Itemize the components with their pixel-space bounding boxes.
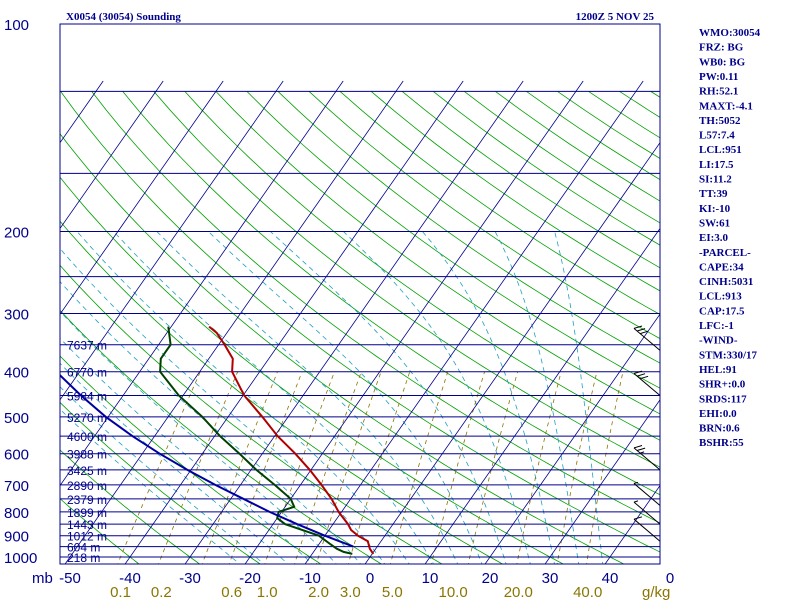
temperature-tick-label: 40: [602, 570, 619, 587]
pressure-tick-label: 100: [4, 17, 29, 34]
height-label: 3988 m: [67, 448, 107, 462]
sounding-index: RH:52.1: [699, 86, 738, 98]
sounding-index: SI:11.2: [699, 174, 732, 186]
temperature-tick-label: 20: [482, 570, 499, 587]
mixing-ratio-tick-label: 40.0: [573, 584, 602, 600]
mixing-ratio-tick-label: 0.2: [151, 584, 172, 600]
sounding-index: BSHR:55: [699, 437, 744, 449]
sounding-index: LCL:913: [699, 291, 742, 303]
mixing-ratio-tick-label: 20.0: [504, 584, 533, 600]
pressure-tick-label: 200: [4, 225, 29, 242]
mixing-ratio-tick-label: 0.6: [221, 584, 242, 600]
temperature-tick-label: 30: [542, 570, 559, 587]
mixing-ratio-tick-label: 5.0: [382, 584, 403, 600]
sounding-index: KI:-10: [699, 203, 731, 215]
station-title: X0054 (30054) Sounding: [66, 11, 181, 23]
sounding-index: SHR+:0.0: [699, 379, 746, 391]
sounding-index: STM:330/17: [699, 349, 758, 361]
pressure-tick-label: 800: [4, 505, 29, 522]
height-label: 7637 m: [67, 339, 107, 353]
height-label: 5984 m: [67, 390, 107, 404]
sounding-index: EI:3.0: [699, 232, 729, 244]
temperature-tick-label: -50: [59, 570, 81, 587]
pressure-tick-label: 700: [4, 478, 29, 495]
temperature-tick-label: 0: [366, 570, 374, 587]
temperature-tick-label: 10: [422, 570, 439, 587]
sounding-index: LI:17.5: [699, 159, 734, 171]
sounding-index: WMO:30054: [699, 27, 761, 39]
height-label: 4600 m: [67, 430, 107, 444]
sounding-index: CAPE:34: [699, 261, 744, 273]
mixing-ratio-tick-label: 2.0: [308, 584, 329, 600]
pressure-tick-label: 600: [4, 447, 29, 464]
sounding-index: WB0: BG: [699, 56, 746, 68]
sounding-index: SRDS:117: [699, 393, 747, 405]
sounding-index: L57:7.4: [699, 130, 735, 142]
height-label: 5270 m: [67, 411, 107, 425]
sounding-index: -WIND-: [699, 335, 738, 347]
mixing-ratio-tick-label: 0.1: [110, 584, 131, 600]
mixing-ratio-tick-label: 10.0: [438, 584, 467, 600]
sounding-index: PW:0.11: [699, 71, 738, 83]
height-label: 2890 m: [67, 479, 107, 493]
mixing-ratio-unit: g/kg: [642, 584, 670, 600]
pressure-tick-label: 400: [4, 365, 29, 382]
sounding-index: BRN:0.6: [699, 423, 740, 435]
sounding-index: -PARCEL-: [699, 247, 751, 259]
pressure-tick-label: 300: [4, 307, 29, 324]
sounding-index: TT:39: [699, 188, 728, 200]
sounding-index: CAP:17.5: [699, 305, 745, 317]
sounding-index: HEL:91: [699, 364, 737, 376]
pressure-tick-label: 500: [4, 410, 29, 427]
sounding-index: FRZ: BG: [699, 42, 744, 54]
pressure-tick-label: 1000: [4, 550, 37, 567]
pressure-tick-label: 900: [4, 529, 29, 546]
sounding-index: EHI:0.0: [699, 408, 737, 420]
height-label: 218 m: [67, 551, 100, 565]
sounding-index: MAXT:-4.1: [699, 100, 753, 112]
sounding-datetime: 1200Z 5 NOV 25: [576, 11, 655, 23]
sounding-index: LCL:951: [699, 144, 742, 156]
sounding-index: CINH:5031: [699, 276, 753, 288]
sounding-index: SW:61: [699, 217, 730, 229]
height-label: 3425 m: [67, 464, 107, 478]
sounding-index: TH:5052: [699, 115, 741, 127]
sounding-index: LFC:-1: [699, 320, 734, 332]
height-label: 2379 m: [67, 493, 107, 507]
mixing-ratio-tick-label: 3.0: [340, 584, 361, 600]
temperature-tick-label: -30: [179, 570, 201, 587]
mixing-ratio-tick-label: 1.0: [257, 584, 278, 600]
pressure-unit-label: mb: [32, 570, 53, 587]
height-label: 6770 m: [67, 366, 107, 380]
